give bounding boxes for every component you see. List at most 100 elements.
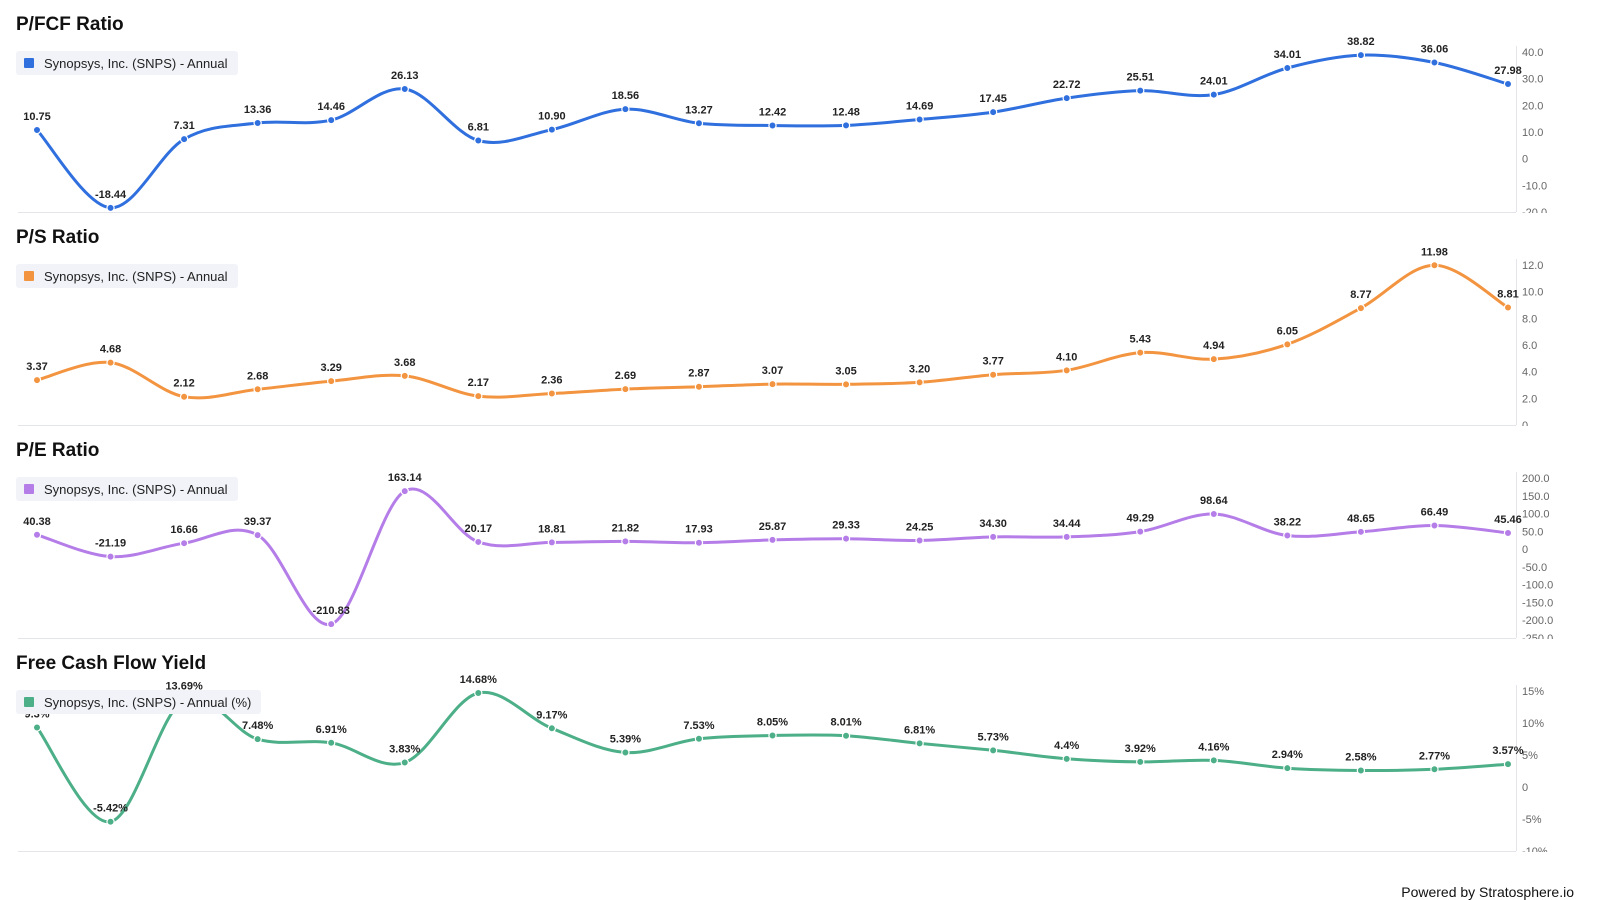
data-point <box>621 748 630 757</box>
y-tick-label: 8.0 <box>1522 313 1537 325</box>
data-label: 2.17 <box>468 377 489 389</box>
data-point <box>1503 303 1513 312</box>
data-point <box>32 125 42 135</box>
data-label: 25.87 <box>759 521 787 533</box>
data-label: 3.68 <box>394 357 415 369</box>
y-tick-label: 30.0 <box>1522 74 1543 86</box>
data-point <box>841 380 851 389</box>
data-label: 4.16% <box>1198 741 1229 753</box>
y-tick-label: 0 <box>1522 782 1528 794</box>
y-tick-label: -50.0 <box>1522 562 1547 574</box>
y-tick-label: 20.0 <box>1522 100 1543 112</box>
chart-title: Free Cash Flow Yield <box>16 653 207 674</box>
data-point <box>253 530 262 540</box>
y-tick-label: -10.0 <box>1522 180 1547 192</box>
data-point <box>327 738 336 747</box>
chart-title: P/S Ratio <box>16 227 100 248</box>
data-label: 39.37 <box>244 516 272 528</box>
legend-item[interactable]: Synopsys, Inc. (SNPS) - Annual <box>16 51 238 75</box>
data-point <box>915 536 924 545</box>
y-tick-label: -200.0 <box>1522 615 1553 627</box>
data-point <box>768 121 777 130</box>
data-point <box>327 115 336 125</box>
data-label: 17.93 <box>685 524 713 536</box>
data-point <box>400 84 409 94</box>
data-label: 13.27 <box>685 104 713 116</box>
data-point <box>1283 763 1292 773</box>
data-point <box>1062 366 1071 375</box>
data-label: 8.77 <box>1350 289 1371 301</box>
data-label: 2.69 <box>615 370 636 382</box>
ps-chart-svg: 12.010.08.06.04.02.00Dec '02Dec '03Dec '… <box>18 246 1543 426</box>
y-tick-label: -100.0 <box>1522 580 1553 592</box>
data-label: 12.48 <box>832 106 860 118</box>
data-point <box>694 734 704 744</box>
chart-title: P/FCF Ratio <box>16 14 124 35</box>
data-point <box>1430 261 1439 270</box>
data-label: 4.68 <box>100 344 121 356</box>
data-label: 29.33 <box>832 520 860 532</box>
data-label: 16.66 <box>170 524 198 536</box>
data-point <box>179 392 189 401</box>
legend-item[interactable]: Synopsys, Inc. (SNPS) - Annual <box>16 264 238 288</box>
data-label: 49.29 <box>1126 513 1154 525</box>
data-point <box>988 746 998 755</box>
y-tick-label: -20.0 <box>1522 207 1547 213</box>
data-label: 5.73% <box>978 731 1009 743</box>
data-point <box>106 358 115 367</box>
data-point <box>1209 756 1219 765</box>
data-point <box>1136 348 1145 357</box>
data-label: 24.25 <box>906 521 934 533</box>
data-point <box>621 384 630 394</box>
legend-swatch <box>24 697 34 707</box>
data-label: 3.57% <box>1492 745 1523 757</box>
data-point <box>1356 303 1366 313</box>
data-label: 34.44 <box>1053 518 1081 530</box>
legend-item[interactable]: Synopsys, Inc. (SNPS) - Annual <box>16 477 238 501</box>
data-point <box>474 688 483 698</box>
legend-item[interactable]: Synopsys, Inc. (SNPS) - Annual (%) <box>16 690 262 714</box>
data-label: 7.31 <box>173 120 194 132</box>
data-label: -210.83 <box>313 605 350 617</box>
data-point <box>474 391 483 401</box>
powered-by-credit[interactable]: Powered by Stratosphere.io <box>1401 884 1574 900</box>
y-tick-label: 2.0 <box>1522 393 1537 405</box>
data-label: 2.77% <box>1419 750 1450 762</box>
data-point <box>988 370 998 379</box>
data-point <box>32 723 42 732</box>
data-label: 66.49 <box>1421 506 1449 518</box>
chart-title: P/E Ratio <box>16 440 100 461</box>
data-point <box>621 104 630 114</box>
y-tick-label: 10.0 <box>1522 127 1543 139</box>
data-point <box>32 375 42 385</box>
y-tick-label: 5% <box>1522 750 1538 762</box>
data-point <box>1136 757 1145 767</box>
y-tick-label: 12.0 <box>1522 260 1543 272</box>
data-label: 10.75 <box>23 111 51 123</box>
data-point <box>1062 93 1071 103</box>
data-label: 12.42 <box>759 107 787 119</box>
data-point <box>988 532 998 542</box>
data-point <box>327 619 336 629</box>
data-point <box>841 534 851 543</box>
data-label: 8.05% <box>757 716 788 728</box>
ps-chart-panel: 12.010.08.06.04.02.00Dec '02Dec '03Dec '… <box>0 213 1600 426</box>
y-tick-label: 0 <box>1522 154 1528 166</box>
data-point <box>1136 86 1145 95</box>
data-point <box>768 731 777 740</box>
data-label: 24.01 <box>1200 76 1228 88</box>
series-line <box>35 53 1510 210</box>
data-label: 36.06 <box>1421 44 1449 56</box>
data-label: 4.4% <box>1054 740 1079 752</box>
y-tick-label: 15% <box>1522 686 1544 698</box>
y-tick-label: 10% <box>1522 718 1544 730</box>
data-point <box>253 385 262 394</box>
data-label: 8.01% <box>830 717 861 729</box>
data-label: 25.51 <box>1126 72 1154 84</box>
y-tick-label: 100.0 <box>1522 509 1550 521</box>
data-label: 13.69% <box>165 680 203 692</box>
data-label: 48.65 <box>1347 513 1375 525</box>
data-point <box>1209 90 1219 99</box>
pe-chart-svg: 200.0 150.0 100.0 50.0 0 -50.0 -100.0 -150.0 -20… <box>18 472 1553 639</box>
data-label: 18.56 <box>612 90 640 102</box>
